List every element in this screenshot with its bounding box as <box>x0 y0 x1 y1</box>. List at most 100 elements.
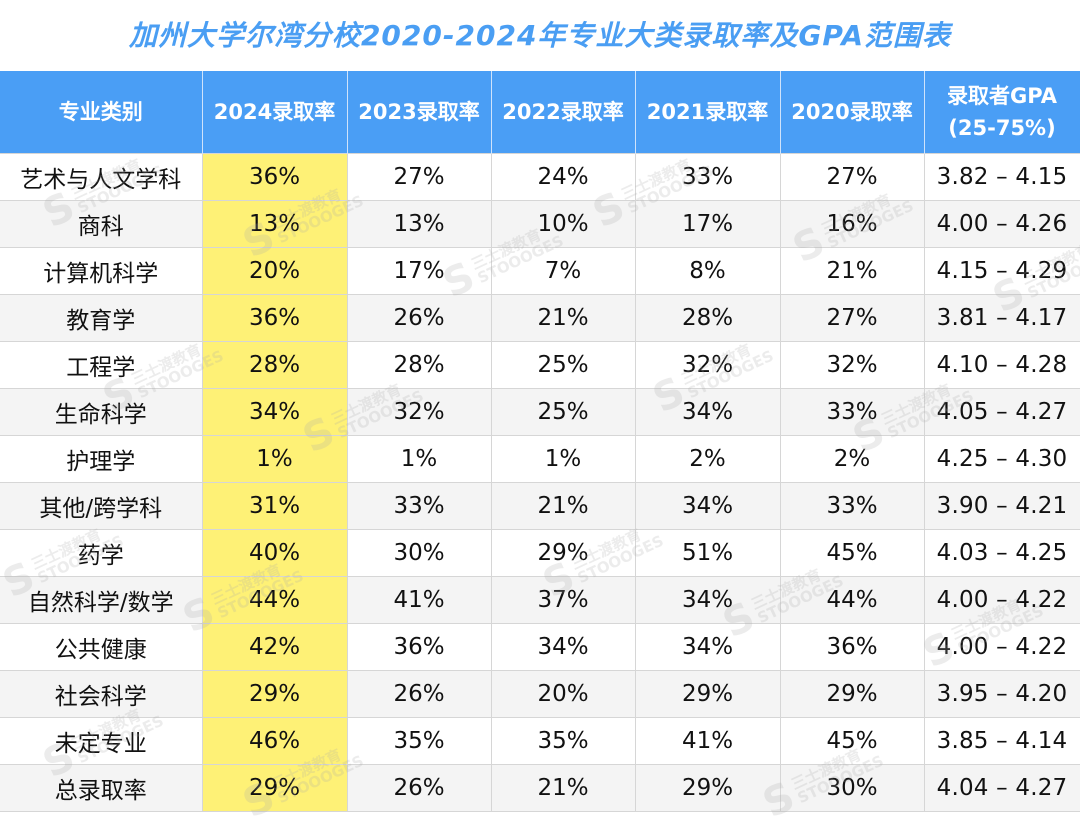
cell-2020: 30% <box>779 764 925 812</box>
header-2020-rate: 2020录取率 <box>779 71 925 154</box>
cell-major: 艺术与人文学科 <box>0 153 203 201</box>
table-row: 计算机科学 20% 17% 7% 8% 21% 4.15 – 4.29 <box>0 247 1080 295</box>
cell-2023: 1% <box>346 435 492 483</box>
table-row: 教育学 36% 26% 21% 28% 27% 3.81 – 4.17 <box>0 294 1080 342</box>
cell-major: 未定专业 <box>0 717 203 765</box>
table-row: 未定专业 46% 35% 35% 41% 45% 3.85 – 4.14 <box>0 717 1080 765</box>
cell-2023: 30% <box>346 529 492 577</box>
cell-2023: 41% <box>346 576 492 624</box>
cell-2024: 1% <box>201 435 348 483</box>
cell-2023: 27% <box>346 153 492 201</box>
cell-gpa: 4.00 – 4.26 <box>923 200 1080 248</box>
cell-2024: 36% <box>201 153 348 201</box>
table-row: 公共健康 42% 36% 34% 34% 36% 4.00 – 4.22 <box>0 623 1080 671</box>
cell-gpa: 3.90 – 4.21 <box>923 482 1080 530</box>
cell-gpa: 4.25 – 4.30 <box>923 435 1080 483</box>
cell-2024: 46% <box>201 717 348 765</box>
cell-gpa: 4.04 – 4.27 <box>923 764 1080 812</box>
cell-2022: 37% <box>490 576 636 624</box>
cell-2022: 29% <box>490 529 636 577</box>
cell-2024: 42% <box>201 623 348 671</box>
cell-2020: 33% <box>779 388 925 436</box>
cell-major: 公共健康 <box>0 623 203 671</box>
cell-2024: 34% <box>201 388 348 436</box>
table-row: 艺术与人文学科 36% 27% 24% 33% 27% 3.82 – 4.15 <box>0 153 1080 201</box>
cell-gpa: 3.95 – 4.20 <box>923 670 1080 718</box>
cell-2020: 33% <box>779 482 925 530</box>
cell-2022: 7% <box>490 247 636 295</box>
cell-2020: 2% <box>779 435 925 483</box>
table-row: 自然科学/数学 44% 41% 37% 34% 44% 4.00 – 4.22 <box>0 576 1080 624</box>
cell-major: 自然科学/数学 <box>0 576 203 624</box>
cell-2023: 32% <box>346 388 492 436</box>
cell-2020: 32% <box>779 341 925 389</box>
cell-major: 商科 <box>0 200 203 248</box>
header-2024-rate: 2024录取率 <box>201 71 348 154</box>
cell-gpa: 3.85 – 4.14 <box>923 717 1080 765</box>
cell-2024: 36% <box>201 294 348 342</box>
table-header-row: 专业类别 2024录取率 2023录取率 2022录取率 2021录取率 202… <box>0 71 1080 154</box>
cell-2022: 21% <box>490 294 636 342</box>
table-row: 药学 40% 30% 29% 51% 45% 4.03 – 4.25 <box>0 529 1080 577</box>
header-2022-rate: 2022录取率 <box>490 71 636 154</box>
cell-2022: 25% <box>490 388 636 436</box>
cell-2021: 2% <box>634 435 781 483</box>
cell-2024: 40% <box>201 529 348 577</box>
table-row: 社会科学 29% 26% 20% 29% 29% 3.95 – 4.20 <box>0 670 1080 718</box>
header-2023-rate: 2023录取率 <box>346 71 492 154</box>
cell-2020: 16% <box>779 200 925 248</box>
cell-2020: 27% <box>779 153 925 201</box>
page-title: 加州大学尔湾分校2020-2024年专业大类录取率及GPA范围表 <box>128 19 952 52</box>
cell-2020: 27% <box>779 294 925 342</box>
header-major-category: 专业类别 <box>0 71 203 154</box>
cell-2023: 33% <box>346 482 492 530</box>
cell-2020: 36% <box>779 623 925 671</box>
cell-2023: 26% <box>346 670 492 718</box>
table-row-total: 总录取率 29% 26% 21% 29% 30% 4.04 – 4.27 <box>0 764 1080 812</box>
cell-gpa: 4.15 – 4.29 <box>923 247 1080 295</box>
cell-2021: 34% <box>634 482 781 530</box>
cell-2022: 21% <box>490 764 636 812</box>
cell-2024: 28% <box>201 341 348 389</box>
table-row: 工程学 28% 28% 25% 32% 32% 4.10 – 4.28 <box>0 341 1080 389</box>
cell-2023: 13% <box>346 200 492 248</box>
cell-2022: 21% <box>490 482 636 530</box>
table-row: 护理学 1% 1% 1% 2% 2% 4.25 – 4.30 <box>0 435 1080 483</box>
cell-2021: 34% <box>634 623 781 671</box>
cell-gpa: 4.05 – 4.27 <box>923 388 1080 436</box>
cell-2021: 34% <box>634 388 781 436</box>
cell-major: 护理学 <box>0 435 203 483</box>
cell-2023: 28% <box>346 341 492 389</box>
cell-2021: 33% <box>634 153 781 201</box>
cell-2024: 29% <box>201 764 348 812</box>
cell-2020: 45% <box>779 717 925 765</box>
cell-2021: 28% <box>634 294 781 342</box>
cell-major: 其他/跨学科 <box>0 482 203 530</box>
cell-major: 生命科学 <box>0 388 203 436</box>
cell-2023: 26% <box>346 764 492 812</box>
cell-2024: 13% <box>201 200 348 248</box>
cell-major: 总录取率 <box>0 764 203 812</box>
cell-2021: 8% <box>634 247 781 295</box>
cell-2022: 24% <box>490 153 636 201</box>
table-row: 其他/跨学科 31% 33% 21% 34% 33% 3.90 – 4.21 <box>0 482 1080 530</box>
cell-gpa: 3.81 – 4.17 <box>923 294 1080 342</box>
cell-2024: 44% <box>201 576 348 624</box>
cell-major: 药学 <box>0 529 203 577</box>
cell-major: 社会科学 <box>0 670 203 718</box>
cell-2020: 29% <box>779 670 925 718</box>
cell-2022: 25% <box>490 341 636 389</box>
cell-2021: 17% <box>634 200 781 248</box>
table-row: 商科 13% 13% 10% 17% 16% 4.00 – 4.26 <box>0 200 1080 248</box>
admission-rate-table: 专业类别 2024录取率 2023录取率 2022录取率 2021录取率 202… <box>0 71 1080 812</box>
cell-2022: 1% <box>490 435 636 483</box>
header-2021-rate: 2021录取率 <box>634 71 781 154</box>
cell-2021: 51% <box>634 529 781 577</box>
cell-2022: 34% <box>490 623 636 671</box>
cell-2022: 20% <box>490 670 636 718</box>
cell-gpa: 4.00 – 4.22 <box>923 576 1080 624</box>
header-admitted-gpa: 录取者GPA (25-75%) <box>923 71 1080 154</box>
cell-2023: 35% <box>346 717 492 765</box>
cell-major: 教育学 <box>0 294 203 342</box>
cell-2021: 29% <box>634 764 781 812</box>
